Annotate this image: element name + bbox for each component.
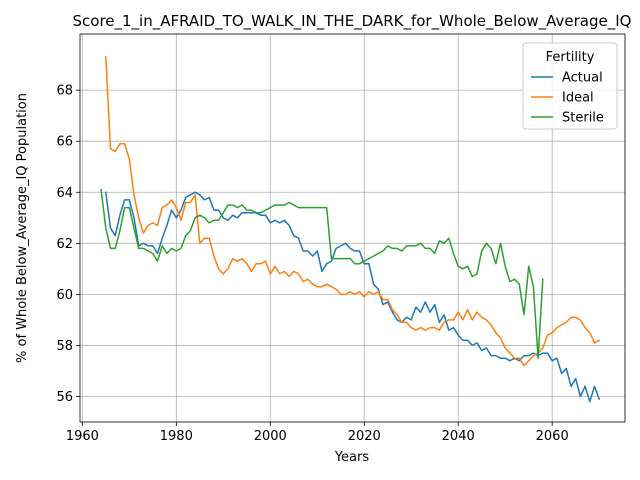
y-tick-label: 56 — [56, 390, 73, 405]
legend-label-actual: Actual — [562, 71, 603, 86]
x-tick-label: 2020 — [348, 429, 381, 444]
x-tick-label: 1960 — [66, 429, 99, 444]
series-lines — [100, 56, 601, 403]
y-tick-label: 58 — [56, 339, 73, 354]
y-axis-label: % of Whole Below_Average_IQ Population — [15, 93, 30, 363]
legend: Fertility Actual Ideal Sterile — [522, 42, 618, 130]
x-axis-label: Years — [334, 450, 370, 465]
series-line-actual — [104, 191, 601, 403]
y-axis-ticks: 56 58 60 62 64 66 68 — [56, 84, 80, 405]
legend-entries: Actual Ideal Sterile — [531, 71, 604, 126]
y-tick-label: 62 — [56, 237, 73, 252]
x-tick-label: 2000 — [254, 429, 287, 444]
legend-label-ideal: Ideal — [562, 91, 594, 106]
x-tick-label: 2060 — [536, 429, 569, 444]
x-axis-ticks: 1960 1980 2000 2020 2040 2060 — [66, 422, 569, 444]
x-tick-label: 2040 — [442, 429, 475, 444]
y-tick-label: 66 — [56, 135, 73, 150]
grid-lines — [80, 34, 625, 422]
y-tick-label: 60 — [56, 288, 73, 303]
chart-title: Score_1_in_AFRAID_TO_WALK_IN_THE_DARK_fo… — [73, 12, 632, 31]
legend-label-sterile: Sterile — [562, 111, 604, 126]
series-line-ideal — [105, 56, 601, 367]
legend-box — [522, 42, 618, 130]
y-tick-label: 64 — [56, 186, 73, 201]
x-tick-label: 1980 — [160, 429, 193, 444]
series-line-sterile — [100, 188, 544, 359]
plot-frame — [79, 33, 626, 423]
legend-title: Fertility — [546, 50, 595, 65]
y-tick-label: 68 — [56, 84, 73, 99]
